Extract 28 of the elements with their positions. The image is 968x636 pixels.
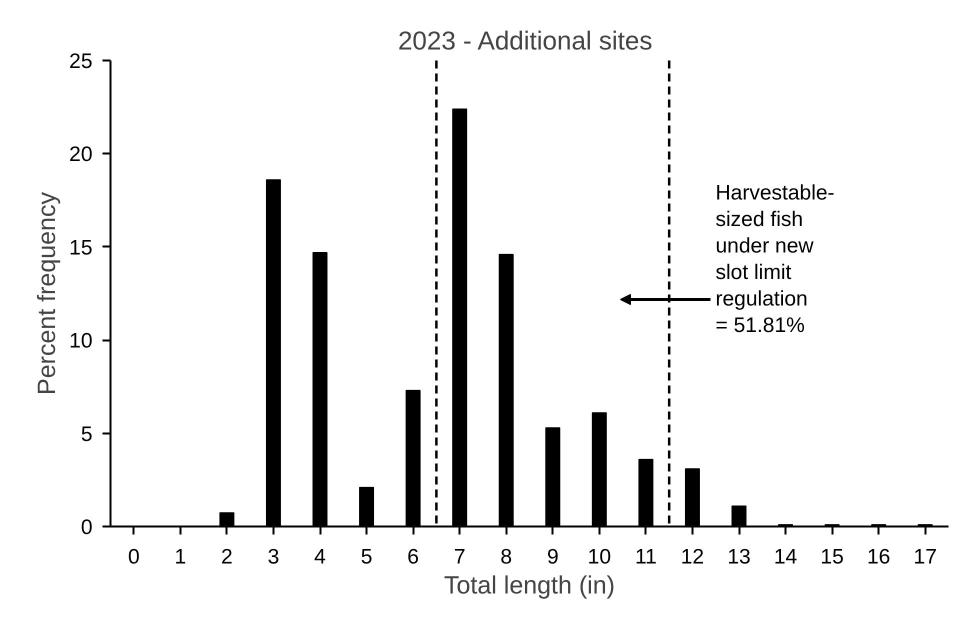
x-axis-title: Total length (in)	[444, 572, 615, 600]
x-tick-label: 13	[727, 546, 751, 568]
x-tick-label: 11	[634, 546, 657, 568]
y-tick-label: 5	[80, 422, 93, 446]
y-tick-label: 15	[69, 236, 92, 260]
y-tick-label: 25	[69, 50, 92, 73]
annotation: Harvestable- sized fish under new slot limit regulation = 51.81%	[716, 182, 835, 337]
x-tick-label: 17	[914, 546, 937, 568]
chart-title: 2023 - Additional sites	[398, 26, 652, 56]
x-tick-label: 1	[174, 546, 186, 568]
y-tick-label: 10	[69, 330, 92, 353]
x-tick-label: 5	[360, 546, 372, 568]
x-tick-label: 12	[680, 546, 704, 568]
x-tick-label: 8	[500, 546, 512, 568]
x-tick-label: 3	[268, 546, 280, 568]
y-tick-label: 0	[80, 516, 93, 539]
x-tick-label: 10	[588, 546, 612, 568]
x-tick-label: 2	[221, 546, 233, 568]
y-axis-title: Percent frequency	[33, 192, 62, 395]
y-tick-label: 20	[69, 143, 92, 166]
x-tick-label: 6	[407, 546, 419, 568]
x-tick-label: 14	[774, 546, 798, 568]
x-tick-label: 0	[128, 546, 140, 568]
x-tick-label: 16	[866, 546, 890, 568]
x-tick-label: 9	[546, 546, 559, 568]
x-tick-label: 15	[820, 546, 844, 568]
x-tick-label: 7	[454, 546, 466, 568]
x-tick-label: 4	[314, 546, 326, 568]
